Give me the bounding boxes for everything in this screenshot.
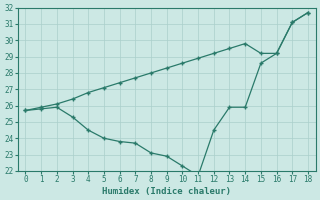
X-axis label: Humidex (Indice chaleur): Humidex (Indice chaleur) bbox=[102, 187, 231, 196]
